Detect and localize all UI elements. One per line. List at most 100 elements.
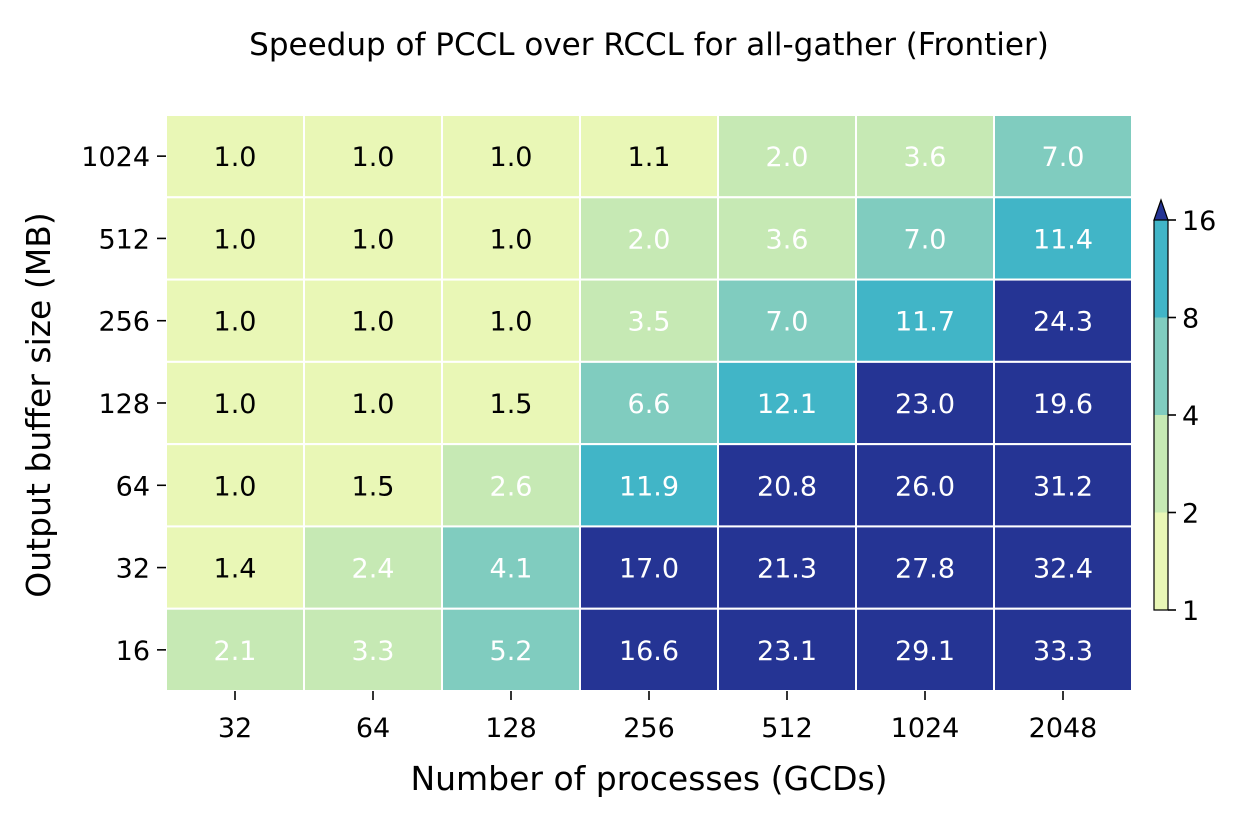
cell-value-label: 4.1 (490, 554, 533, 585)
heatmap-cell (579, 607, 719, 693)
cell-value-label: 20.8 (757, 471, 817, 502)
heatmap-cell (441, 607, 581, 693)
heatmap-cell (855, 114, 995, 199)
cell-value-label: 1.0 (214, 142, 257, 173)
colorbar-tick-label: 4 (1182, 401, 1199, 432)
x-tick-label: 1024 (891, 713, 960, 744)
x-axis-label: Number of processes (GCDs) (410, 759, 887, 798)
heatmap-cell (717, 196, 857, 281)
cell-value-label: 11.9 (619, 471, 679, 502)
heatmap-cell (993, 607, 1133, 693)
cell-value-label: 1.0 (490, 142, 533, 173)
heatmap-cell (165, 114, 305, 199)
cell-value-label: 6.6 (628, 389, 671, 420)
chart-title: Speedup of PCCL over RCCL for all-gather… (249, 27, 1049, 63)
cell-value-label: 1.0 (214, 471, 257, 502)
cell-value-label: 32.4 (1033, 554, 1093, 585)
x-tick-label: 512 (761, 713, 813, 744)
cell-value-label: 3.5 (628, 307, 671, 338)
cell-value-label: 11.7 (895, 307, 955, 338)
cell-value-label: 7.0 (766, 307, 809, 338)
y-tick-label: 256 (98, 307, 150, 338)
cell-value-label: 1.4 (214, 554, 257, 585)
x-tick-label: 64 (356, 713, 390, 744)
heatmap-cell (993, 360, 1133, 446)
cell-value-label: 12.1 (757, 389, 817, 420)
colorbar: 1 2 4 8 16 (1153, 198, 1216, 627)
cell-value-label: 21.3 (757, 554, 817, 585)
y-tick-label: 16 (116, 636, 150, 667)
heatmap-cell (993, 196, 1133, 281)
cell-value-label: 1.0 (352, 142, 395, 173)
colorbar-tick-label: 1 (1182, 596, 1199, 627)
heatmap-cell (579, 360, 719, 446)
cell-value-label: 1.0 (490, 224, 533, 255)
cell-value-label: 1.0 (490, 307, 533, 338)
heatmap-cell (441, 278, 581, 363)
y-tick-label: 32 (116, 554, 150, 585)
cell-value-label: 29.1 (895, 636, 955, 667)
y-tick-label: 1024 (81, 142, 150, 173)
cell-value-label: 17.0 (619, 554, 679, 585)
y-tick-label: 512 (98, 224, 150, 255)
y-axis-label: Output buffer size (MB) (19, 212, 58, 597)
x-tick-label: 128 (485, 713, 537, 744)
cell-value-label: 2.1 (214, 636, 257, 667)
cell-value-label: 3.6 (766, 224, 809, 255)
cell-value-label: 26.0 (895, 471, 955, 502)
heatmap-cell (165, 607, 305, 693)
cell-value-label: 1.0 (214, 389, 257, 420)
heatmap-cell (441, 196, 581, 281)
heatmap-cell (303, 278, 443, 363)
cell-value-label: 11.4 (1033, 224, 1093, 255)
y-tick-label: 128 (98, 389, 150, 420)
heatmap-cell (579, 278, 719, 363)
cell-value-label: 1.0 (214, 224, 257, 255)
heatmap-cell (855, 360, 995, 446)
cell-value-label: 24.3 (1033, 307, 1093, 338)
heatmap-cell (303, 360, 443, 446)
colorbar-segment (1154, 512, 1168, 610)
colorbar-segment (1154, 317, 1168, 415)
cell-value-label: 23.0 (895, 389, 955, 420)
cell-value-label: 3.6 (904, 142, 947, 173)
cell-value-label: 1.0 (352, 307, 395, 338)
cell-value-label: 1.5 (352, 471, 395, 502)
cell-value-label: 2.6 (490, 471, 533, 502)
heatmap-cell (579, 525, 719, 610)
cell-value-label: 7.0 (904, 224, 947, 255)
heatmap-cell (303, 525, 443, 610)
cell-value-label: 16.6 (619, 636, 679, 667)
heatmap-cell (165, 443, 305, 528)
x-tick-label: 256 (623, 713, 675, 744)
colorbar-segment (1154, 415, 1168, 513)
x-tick-label: 2048 (1029, 713, 1098, 744)
heatmap-cell (855, 278, 995, 363)
colorbar-tick-label: 16 (1182, 206, 1216, 237)
heatmap-cell (441, 443, 581, 528)
cell-value-label: 33.3 (1033, 636, 1093, 667)
heatmap-cell (303, 114, 443, 199)
cell-value-label: 3.3 (352, 636, 395, 667)
cell-value-label: 1.1 (628, 142, 671, 173)
cell-value-label: 1.0 (352, 224, 395, 255)
cell-value-label: 27.8 (895, 554, 955, 585)
heatmap-cells: 1.0 1.0 1.0 1.1 2.0 3.6 7.0 1.0 1.0 1.0 2.0 3.6 7.0 1… (165, 114, 1133, 693)
y-tick-label: 64 (116, 471, 150, 502)
heatmap-cell (993, 525, 1133, 610)
heatmap-cell (165, 525, 305, 610)
cell-value-label: 19.6 (1033, 389, 1093, 420)
heatmap-cell (855, 607, 995, 693)
cell-value-label: 1.0 (214, 307, 257, 338)
cell-value-label: 1.0 (352, 389, 395, 420)
heatmap-cell (993, 278, 1133, 363)
cell-value-label: 5.2 (490, 636, 533, 667)
cell-value-label: 7.0 (1042, 142, 1085, 173)
cell-value-label: 2.4 (352, 554, 395, 585)
heatmap-cell (165, 360, 305, 446)
cell-value-label: 23.1 (757, 636, 817, 667)
colorbar-segment (1154, 220, 1168, 318)
heatmap-cell (717, 525, 857, 610)
